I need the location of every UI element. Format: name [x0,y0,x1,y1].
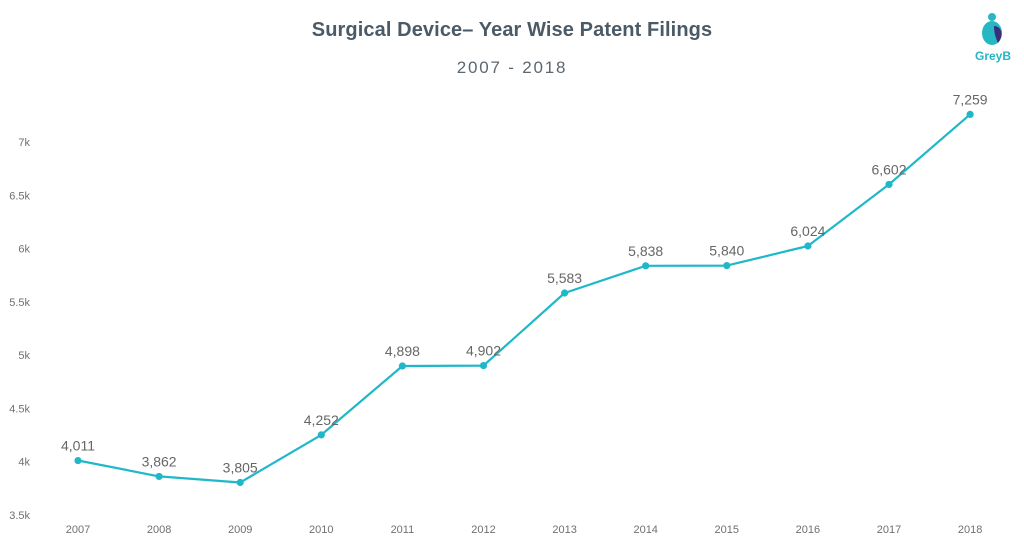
y-tick-label: 7k [18,137,30,149]
greyb-bird-logo-icon [982,13,1002,45]
y-tick-label: 5k [18,350,30,362]
y-tick-label: 4.5k [9,403,30,415]
y-tick-label: 6k [18,244,30,256]
y-tick-label: 4k [18,457,30,469]
data-point [317,431,325,439]
data-point [804,242,812,250]
data-point [479,361,488,370]
data-label: 3,805 [223,459,258,475]
data-label: 6,602 [871,161,906,177]
x-tick-label: 2008 [147,524,171,536]
chart-title: Surgical Device– Year Wise Patent Filing… [311,19,713,41]
x-tick-label: 2009 [228,524,252,536]
data-point [74,456,82,465]
data-label: 4,011 [61,438,95,454]
series-line [77,113,971,484]
data-label: 6,024 [790,223,825,239]
data-label: 5,838 [628,243,663,259]
x-tick-label: 2018 [958,524,982,536]
greyb-logo: GreyB [968,10,1018,66]
y-tick-label: 6.5k [9,190,30,202]
x-tick-label: 2017 [877,524,901,536]
data-point [642,262,650,270]
data-point [885,180,893,189]
x-tick-label: 2011 [391,524,415,536]
x-tick-label: 2016 [796,524,820,536]
y-tick-label: 3.5k [9,510,30,522]
data-label: 5,583 [547,270,582,286]
y-tick-label: 5.5k [9,297,30,309]
data-point [155,472,163,481]
x-tick-label: 2012 [471,524,495,536]
data-point [236,478,244,487]
chart-subtitle: 2007 - 2018 [456,58,568,77]
data-label: 7,259 [953,91,988,107]
data-point [966,110,974,118]
x-tick-label: 2015 [715,524,739,536]
data-point [723,262,731,270]
data-label: 4,902 [466,343,501,359]
x-tick-label: 2013 [552,524,576,536]
data-point [398,362,406,370]
data-label: 3,862 [142,453,177,469]
data-label: 5,840 [709,243,744,259]
data-label: 4,252 [304,412,339,428]
x-tick-label: 2007 [66,524,90,536]
x-tick-label: 2010 [309,524,333,536]
data-point [561,289,569,297]
logo-text: GreyB [974,49,1012,63]
x-tick-label: 2014 [633,524,657,536]
data-label: 4,898 [385,343,420,359]
